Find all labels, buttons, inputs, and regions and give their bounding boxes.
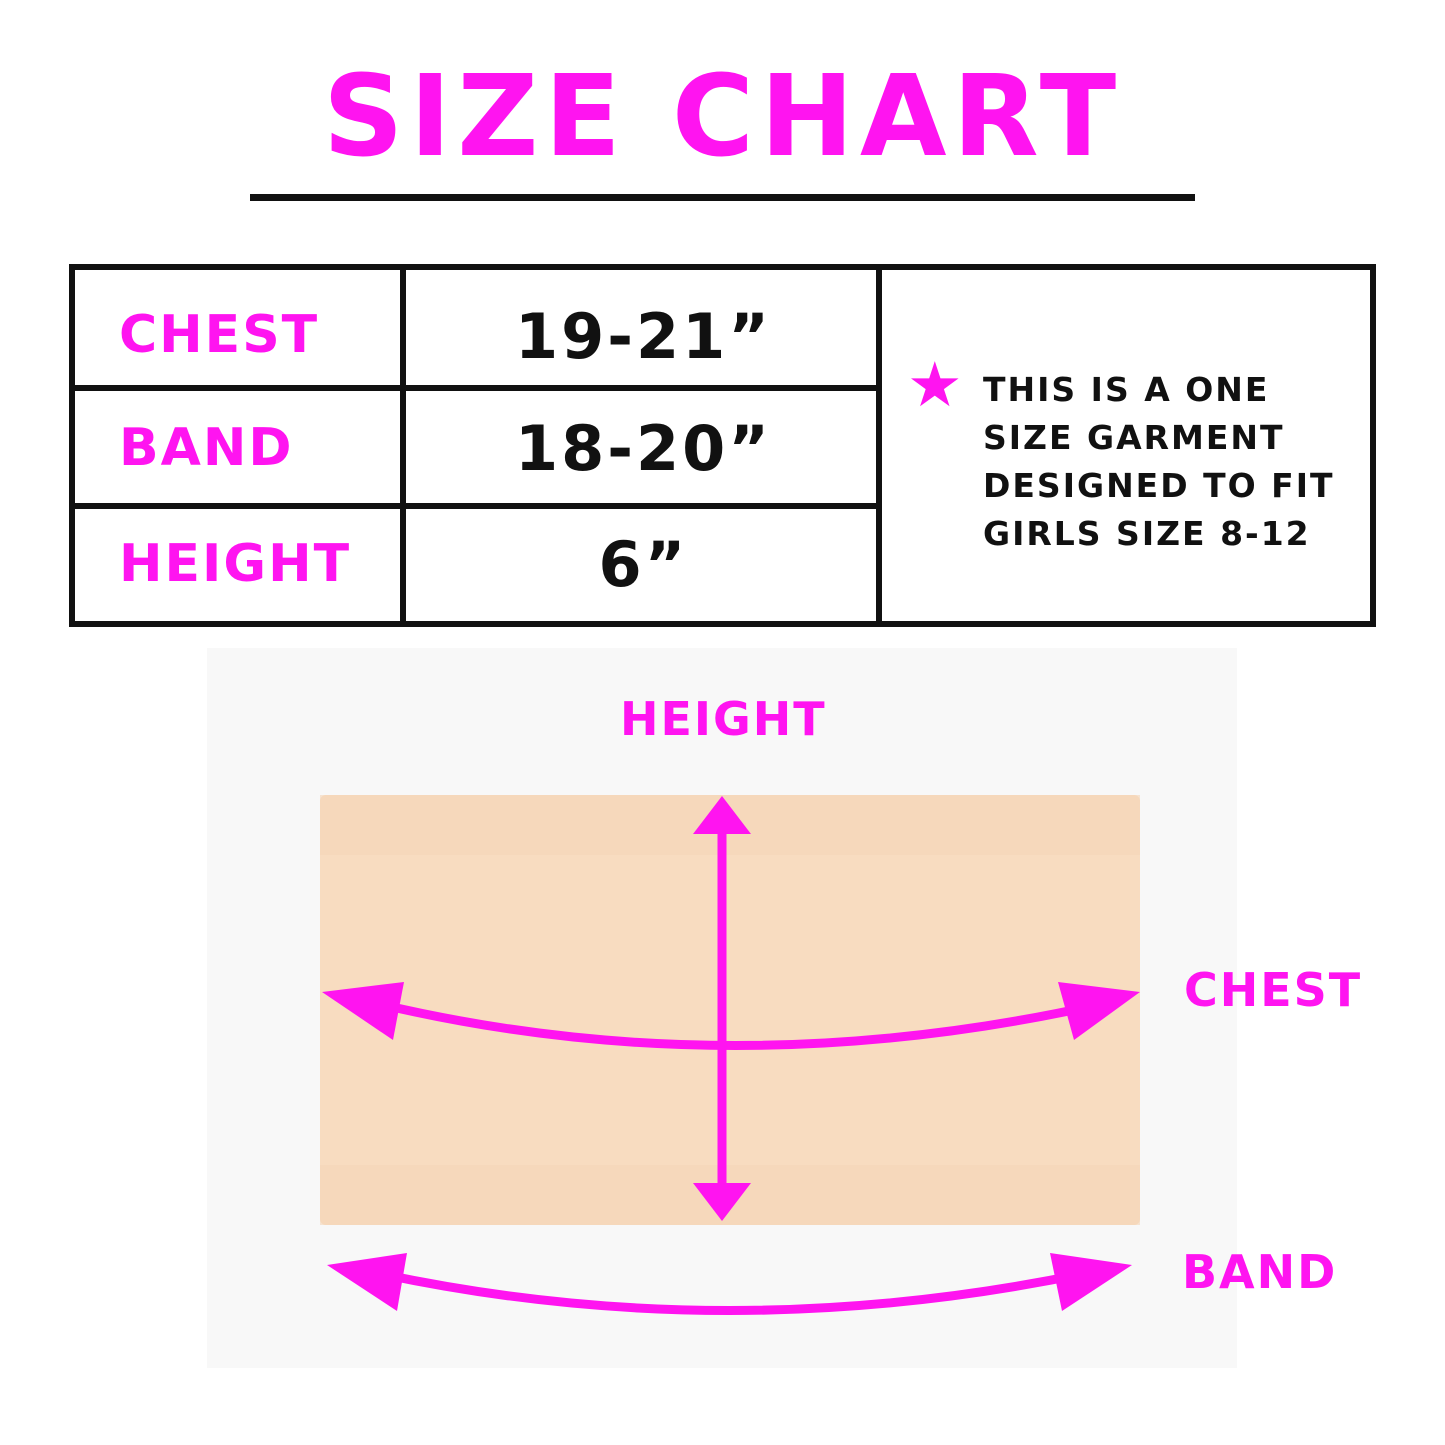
height-label: HEIGHT	[620, 692, 827, 746]
divider	[75, 503, 876, 509]
star-icon: ★	[907, 348, 963, 421]
size-table: CHEST 19-21” BAND 18-20” HEIGHT 6” ★ THI…	[69, 264, 1376, 627]
divider	[75, 385, 876, 391]
row-label-chest: CHEST	[119, 305, 320, 365]
row-value-band: 18-20”	[514, 412, 773, 485]
size-note: THIS IS A ONE SIZE GARMENT DESIGNED TO F…	[983, 370, 1335, 553]
page-title: SIZE CHART	[322, 52, 1123, 182]
band-label: BAND	[1182, 1245, 1338, 1299]
row-value-height: 6”	[598, 528, 689, 601]
row-value-chest: 19-21”	[514, 300, 773, 373]
divider	[876, 270, 882, 621]
row-label-height: HEIGHT	[119, 534, 352, 594]
divider	[400, 270, 406, 621]
garment-diagram	[207, 648, 1237, 1368]
title-underline	[250, 194, 1195, 201]
garment-illustration	[320, 795, 1140, 1315]
band-arrow	[376, 1268, 1088, 1315]
row-label-band: BAND	[119, 418, 294, 478]
chest-label: CHEST	[1184, 963, 1363, 1017]
garment	[320, 795, 1140, 1225]
chest-arrow	[365, 996, 1098, 1050]
